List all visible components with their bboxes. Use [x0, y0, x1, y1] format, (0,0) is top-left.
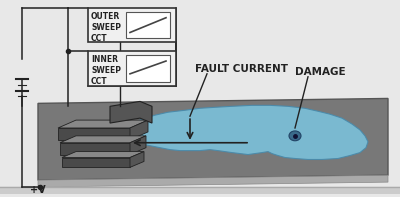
Polygon shape — [38, 98, 388, 180]
Polygon shape — [60, 136, 146, 143]
Ellipse shape — [289, 131, 301, 141]
Text: OUTER
SWEEP
CCT: OUTER SWEEP CCT — [91, 12, 121, 43]
FancyBboxPatch shape — [126, 55, 170, 82]
Polygon shape — [130, 136, 146, 155]
FancyBboxPatch shape — [88, 51, 176, 86]
Polygon shape — [58, 128, 130, 140]
Polygon shape — [130, 120, 148, 140]
Polygon shape — [110, 101, 152, 123]
Polygon shape — [130, 152, 144, 167]
FancyBboxPatch shape — [126, 12, 170, 38]
Polygon shape — [38, 175, 388, 187]
Polygon shape — [62, 158, 130, 167]
Polygon shape — [60, 143, 130, 155]
Text: DAMAGE: DAMAGE — [295, 67, 346, 77]
Text: +V: +V — [30, 185, 46, 195]
Polygon shape — [58, 120, 148, 128]
Text: FAULT CURRENT: FAULT CURRENT — [195, 64, 288, 74]
FancyBboxPatch shape — [88, 8, 176, 42]
Polygon shape — [62, 152, 144, 158]
Polygon shape — [113, 105, 368, 160]
Text: INNER
SWEEP
CCT: INNER SWEEP CCT — [91, 55, 121, 86]
